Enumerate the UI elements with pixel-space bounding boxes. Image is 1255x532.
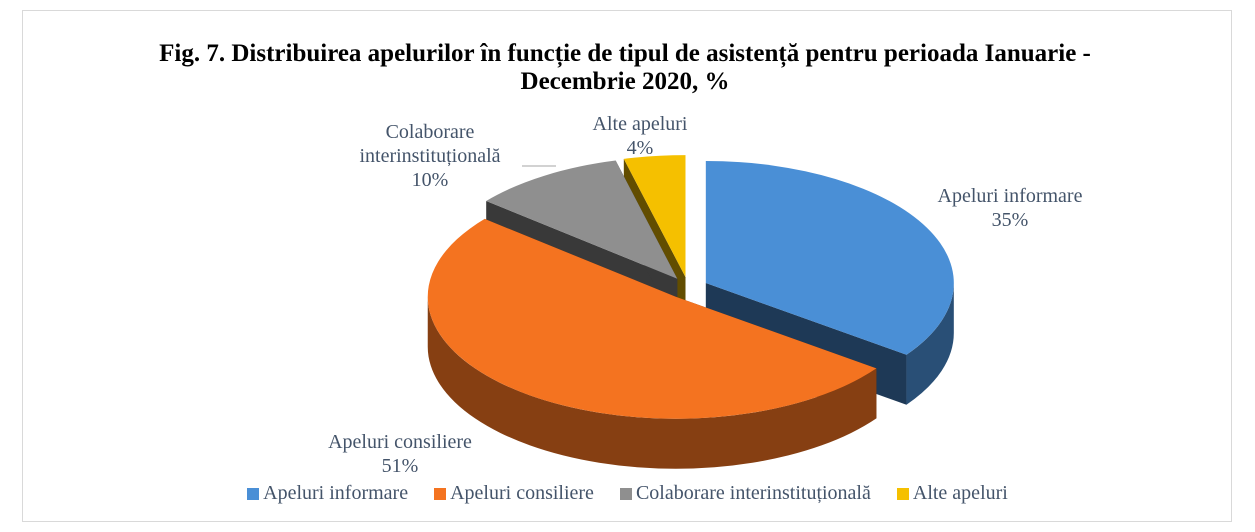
legend-label: Colaborare interinstituțională: [635, 482, 871, 504]
slice-top: [705, 161, 954, 355]
data-label-value: 51%: [381, 455, 419, 477]
slice-side: [427, 296, 877, 469]
slice-top: [427, 218, 877, 419]
data-label: Apeluri consiliere 51%: [290, 430, 510, 478]
data-label: Colaborare interinstituțională 10%: [330, 120, 530, 192]
data-label: Alte apeluri 4%: [560, 112, 720, 160]
legend-swatch: [434, 487, 447, 500]
chart-frame: [22, 10, 1232, 522]
data-label-value: 35%: [991, 209, 1029, 231]
data-label-category: Apeluri informare: [937, 185, 1083, 207]
data-label-value: 10%: [411, 169, 449, 191]
legend-label: Alte apeluri: [912, 482, 1008, 504]
chart-title: Fig. 7. Distribuirea apelurilor în funcț…: [159, 40, 1091, 95]
legend-swatch: [247, 487, 260, 500]
legend-item: Apeluri consiliere: [434, 482, 594, 505]
legend-swatch: [896, 487, 909, 500]
legend-label: Apeluri informare: [263, 482, 409, 504]
data-label-value: 4%: [626, 137, 654, 159]
data-label-category: Apeluri consiliere: [328, 431, 472, 453]
slice-top: [486, 160, 678, 279]
legend-item: Colaborare interinstituțională: [619, 482, 871, 505]
legend-item: Apeluri informare: [247, 482, 408, 505]
slice-top: [623, 155, 686, 278]
data-label: Apeluri informare 35%: [900, 184, 1120, 232]
legend-item: Alte apeluri: [896, 482, 1008, 505]
data-label-category: Alte apeluri: [592, 113, 688, 135]
legend-label: Apeluri consiliere: [450, 482, 594, 504]
slice-side: [906, 283, 954, 405]
legend-swatch: [619, 487, 632, 500]
pie-slice: [427, 218, 877, 469]
data-label-category: Colaborare interinstituțională: [359, 121, 501, 167]
legend: Apeluri informare Apeluri consiliere Colab…: [0, 482, 1255, 505]
